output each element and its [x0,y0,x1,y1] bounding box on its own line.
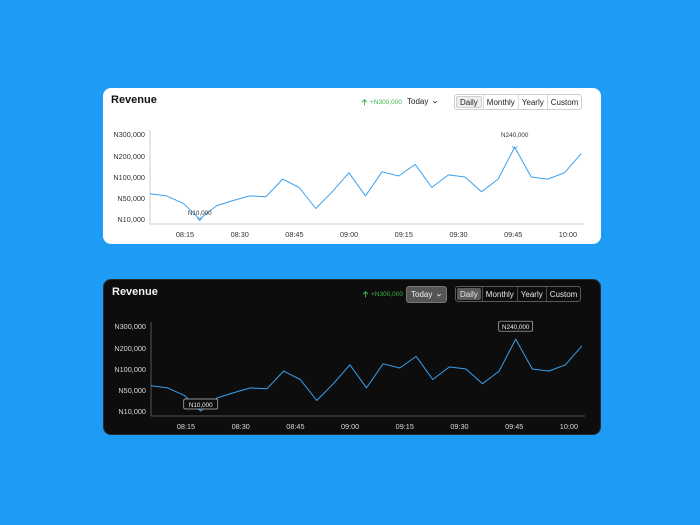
range-segmented-control: Daily Monthly Yearly Custom [455,286,582,302]
chevron-down-icon [437,293,442,296]
change-indicator: +N300,000 [361,99,402,106]
revenue-card-dark: Revenue +N300,000 Today Daily Monthly Ye… [103,279,601,435]
tab-yearly[interactable]: Yearly [516,287,546,301]
data-label: N10,000 [188,210,212,217]
tab-custom[interactable]: Custom [545,287,581,301]
y-tick-label: N10,000 [117,215,145,224]
annotation-box [498,320,534,332]
y-tick-label: N300,000 [113,130,145,139]
tab-monthly[interactable]: Monthly [482,95,518,109]
tab-custom[interactable]: Custom [546,95,582,109]
range-segmented-control: Daily Monthly Yearly Custom [454,94,583,110]
x-tick-label: 09:00 [340,230,358,239]
x-tick-label: 10:00 [559,230,577,239]
change-value: +N300,000 [370,99,402,106]
tab-monthly[interactable]: Monthly [481,287,517,301]
x-tick-label: 09:15 [396,422,414,431]
x-tick-label: 10:00 [560,422,578,431]
data-label: N10,000 [189,402,213,409]
tab-daily[interactable]: Daily [457,288,481,300]
x-tick-label: 09:45 [505,422,523,431]
y-tick-label: N100,000 [113,173,145,182]
card-title: Revenue [112,286,158,298]
x-tick-label: 08:30 [232,422,250,431]
y-tick-label: N50,000 [118,386,146,395]
x-tick-label: 09:30 [450,422,468,431]
x-tick-label: 08:15 [177,422,195,431]
x-tick-label: 09:15 [395,230,413,239]
arrow-up-icon [362,291,369,298]
y-tick-label: N200,000 [113,152,145,161]
chevron-down-icon [433,100,438,103]
annotation-marker [511,145,518,150]
tab-yearly[interactable]: Yearly [517,95,547,109]
y-tick-label: N300,000 [114,322,146,331]
revenue-chart-dark: N10,000 N50,000 N100,000 N200,000 N300,000 08… [114,320,585,431]
change-value: +N300,000 [371,291,403,298]
x-tick-label: 09:30 [449,230,467,239]
annotation-box [183,398,219,410]
period-label: Today [407,97,429,106]
data-label: N240,000 [502,324,530,331]
period-dropdown[interactable]: Today [403,94,442,109]
y-tick-label: N200,000 [114,344,146,353]
x-tick-label: 08:45 [286,422,304,431]
change-indicator: +N300,000 [362,291,403,298]
tab-daily[interactable]: Daily [456,96,482,108]
revenue-series-line [149,146,582,220]
y-tick-label: N10,000 [118,407,146,416]
arrow-up-icon [361,99,368,106]
period-dropdown[interactable]: Today [406,286,448,303]
y-tick-label: N50,000 [117,194,145,203]
data-label: N240,000 [501,132,529,139]
revenue-chart-light: N10,000 N50,000 N100,000 N200,000 N300,000 08… [113,130,584,239]
y-tick-label: N100,000 [114,365,146,374]
x-tick-label: 09:45 [504,230,522,239]
card-title: Revenue [111,94,157,106]
period-label: Today [411,290,433,299]
x-tick-label: 08:15 [176,230,194,239]
x-tick-label: 08:45 [285,230,303,239]
revenue-card-light: Revenue +N300,000 Today Daily Monthly Ye… [103,88,601,244]
annotation-marker [196,217,203,222]
x-tick-label: 09:00 [341,422,359,431]
x-tick-label: 08:30 [231,230,249,239]
